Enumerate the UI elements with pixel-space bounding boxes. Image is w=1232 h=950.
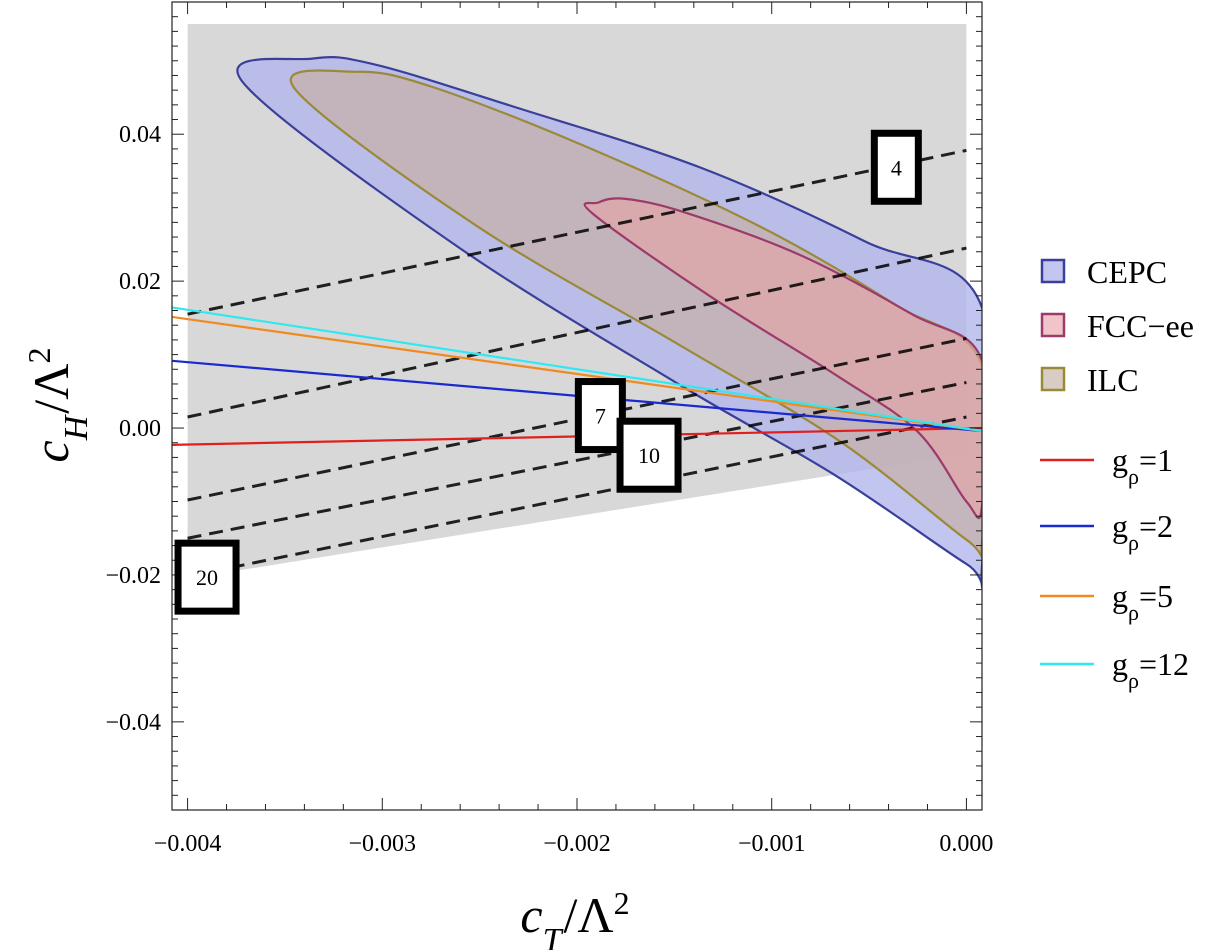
plot-area (172, 24, 982, 590)
contour-labels: 4 7 10 20 (174, 129, 922, 615)
legend: CEPC FCC−ee ILC gρ=1 gρ=2 gρ=5 gρ=12 (1040, 254, 1194, 693)
x-tick-label: −0.003 (349, 831, 417, 857)
x-tick-label: 0.000 (939, 831, 993, 857)
series-line-4 (172, 306, 982, 433)
contour-label-7: 7 (574, 378, 626, 454)
contour-label-text: 10 (638, 443, 660, 468)
dashed-contour-2 (187, 246, 967, 419)
legend-label: gρ=2 (1112, 508, 1173, 555)
contour-label-box (574, 378, 626, 454)
y-tick-label: 0.04 (119, 122, 161, 148)
legend-item-g-rho-2: gρ=2 (1040, 508, 1173, 555)
legend-item-g-rho-3: gρ=5 (1040, 578, 1173, 625)
y-tick-label: 0.02 (119, 269, 161, 295)
y-axis-title: cH/Λ2 (21, 348, 95, 463)
y-axis: −0.04 −0.02 0.00 0.02 0.04 (105, 16, 982, 796)
x-tick-label: −0.002 (543, 831, 611, 857)
contour-label-box (870, 129, 922, 205)
legend-item-cepc: CEPC (1040, 254, 1167, 290)
legend-label: gρ=12 (1112, 646, 1189, 693)
y-tick-label: −0.04 (105, 710, 161, 736)
contour-label-4: 4 (870, 129, 922, 205)
legend-swatch (1040, 312, 1066, 338)
legend-label: CEPC (1087, 254, 1167, 290)
contour-label-text: 4 (891, 155, 902, 180)
x-tick-label: −0.004 (154, 831, 222, 857)
legend-label: FCC−ee (1087, 308, 1194, 344)
dashed-contour-1 (187, 148, 967, 316)
legend-label: gρ=1 (1112, 442, 1173, 489)
legend-label: ILC (1087, 362, 1139, 398)
legend-item-g-rho-4: gρ=12 (1040, 646, 1189, 693)
legend-label: gρ=5 (1112, 578, 1173, 625)
ellipse-fccee (583, 197, 982, 520)
legend-item-g-rho-1: gρ=1 (1040, 442, 1173, 489)
contour-label-box (616, 417, 682, 493)
contour-label-text: 7 (595, 404, 606, 429)
contour-label-10: 10 (616, 417, 682, 493)
y-tick-label: −0.02 (105, 563, 161, 589)
legend-item-fccee: FCC−ee (1040, 308, 1194, 344)
legend-item-ilc: ILC (1040, 362, 1139, 398)
contour-label-box (174, 539, 240, 615)
y-tick-label: 0.00 (119, 416, 161, 442)
dashed-contour-5 (187, 415, 967, 578)
series-line-3 (172, 315, 982, 433)
x-axis: −0.004 −0.003 −0.002 −0.001 0.000 (154, 2, 993, 857)
contour-label-20: 20 (174, 539, 240, 615)
x-tick-label: −0.001 (738, 831, 806, 857)
contour-label-text: 20 (196, 565, 218, 590)
legend-swatch (1040, 366, 1066, 392)
legend-swatch (1040, 258, 1066, 284)
x-axis-title: cT/Λ2 (520, 885, 629, 950)
